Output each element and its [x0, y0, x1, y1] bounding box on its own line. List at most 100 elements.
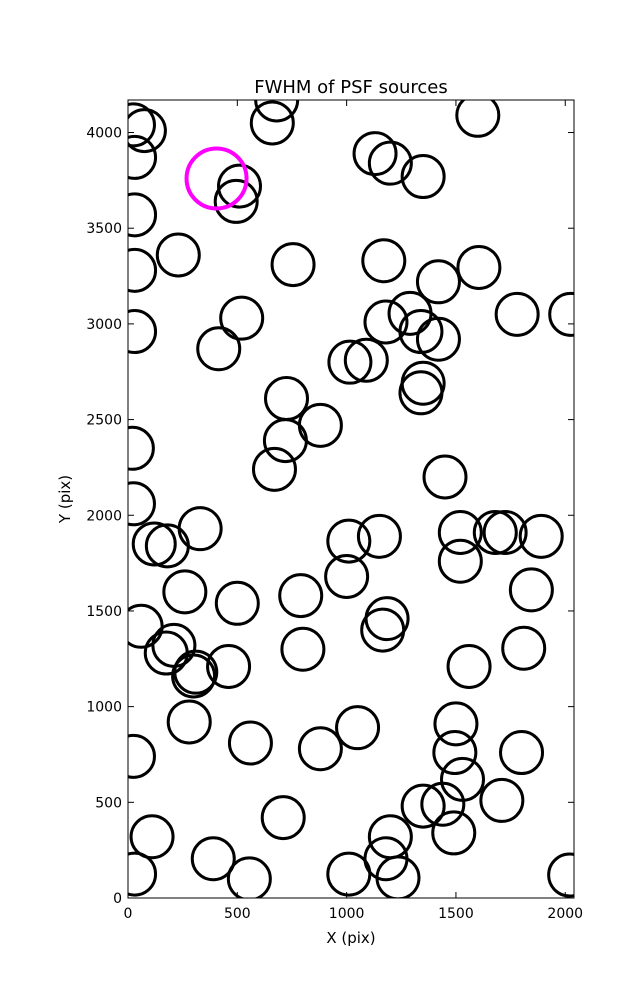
source-marker [343, 337, 389, 383]
source-marker [128, 134, 158, 180]
source-marker [352, 131, 398, 177]
y-tick-label: 3500 [86, 221, 122, 237]
source-marker [128, 247, 158, 293]
source-marker [472, 509, 518, 555]
x-tick-label: 500 [224, 906, 251, 922]
source-marker [422, 454, 468, 500]
x-axis: 0 500 1000 1500 2000 [124, 100, 583, 922]
chart-title: FWHM of PSF sources [254, 77, 448, 98]
source-marker [128, 192, 158, 238]
source-marker [356, 513, 402, 559]
y-tick-label: 1500 [86, 604, 122, 620]
x-tick-label: 0 [124, 906, 133, 922]
source-marker [131, 521, 177, 567]
source-marker [361, 238, 407, 284]
source-marker [547, 852, 574, 898]
source-marker [479, 777, 525, 823]
y-axis-title: Y (pix) [56, 475, 74, 524]
y-axis: 0 500 1000 1500 2000 2500 3000 3500 4000 [86, 126, 574, 907]
source-marker [128, 603, 164, 649]
source-marker [166, 699, 212, 745]
source-marker [129, 814, 175, 860]
y-tick-label: 2500 [86, 413, 122, 429]
source-marker [214, 580, 260, 626]
source-marker [128, 309, 158, 355]
source-marker [177, 506, 223, 552]
source-marker [128, 425, 155, 471]
source-marker [196, 326, 242, 372]
source-marker [375, 855, 421, 898]
source-marker [249, 100, 295, 146]
source-marker [324, 554, 370, 600]
source-marker [548, 291, 574, 337]
source-marker [501, 625, 547, 671]
source-marker [432, 730, 478, 776]
source-marker [213, 178, 259, 224]
source-marker [508, 567, 554, 613]
source-marker [270, 242, 316, 288]
source-marker [415, 316, 461, 362]
source-marker [456, 244, 502, 290]
source-marker [260, 795, 306, 841]
source-marker [155, 232, 201, 278]
y-tick-label: 2000 [86, 508, 122, 524]
source-marker [226, 856, 272, 898]
source-marker [171, 653, 217, 699]
source-marker [297, 726, 343, 772]
source-marker [420, 781, 466, 827]
source-marker [151, 622, 197, 668]
source-marker [128, 102, 156, 148]
source-marker [143, 630, 189, 676]
source-marker [437, 509, 483, 555]
source-marker [400, 360, 446, 406]
source-marker [400, 783, 446, 829]
source-marker [400, 154, 446, 200]
source-marker [518, 513, 564, 559]
source-marker [227, 720, 273, 766]
y-tick-label: 500 [95, 795, 122, 811]
source-marker [128, 851, 158, 897]
source-marker [251, 446, 297, 492]
source-marker [262, 418, 308, 464]
highlight-source-marker [184, 146, 249, 211]
x-tick-label: 1000 [329, 906, 365, 922]
source-marker [482, 509, 528, 555]
source-marker [280, 626, 326, 672]
source-marker [219, 295, 265, 341]
source-marker [335, 705, 381, 751]
source-marker [415, 259, 461, 305]
source-marker [144, 523, 190, 569]
source-marker [398, 370, 444, 416]
source-marker [433, 701, 479, 747]
source-marker [360, 607, 406, 653]
source-marker [363, 299, 409, 345]
y-tick-label: 0 [113, 891, 122, 907]
source-marker [437, 538, 483, 584]
y-tick-label: 4000 [86, 126, 122, 142]
source-marker [162, 569, 208, 615]
source-marker [190, 836, 236, 882]
source-marker [128, 733, 156, 779]
source-marker [128, 108, 167, 154]
source-marker [446, 643, 492, 689]
x-tick-label: 1500 [438, 906, 474, 922]
x-tick-label: 2000 [547, 906, 583, 922]
source-marker [254, 100, 300, 123]
source-marker [217, 163, 262, 209]
source-marker [278, 573, 324, 619]
source-marker [326, 851, 372, 897]
source-marker [326, 518, 372, 564]
source-marker [499, 730, 545, 776]
y-tick-label: 1000 [86, 700, 122, 716]
source-marker [494, 291, 540, 337]
x-axis-title: X (pix) [326, 929, 375, 947]
source-marker [431, 810, 477, 856]
source-marker [264, 376, 310, 422]
plot-frame [127, 99, 575, 899]
source-marker [173, 649, 219, 695]
source-marker [367, 140, 413, 186]
source-marker [128, 481, 156, 527]
source-marker [455, 100, 501, 138]
source-marker [327, 339, 373, 385]
